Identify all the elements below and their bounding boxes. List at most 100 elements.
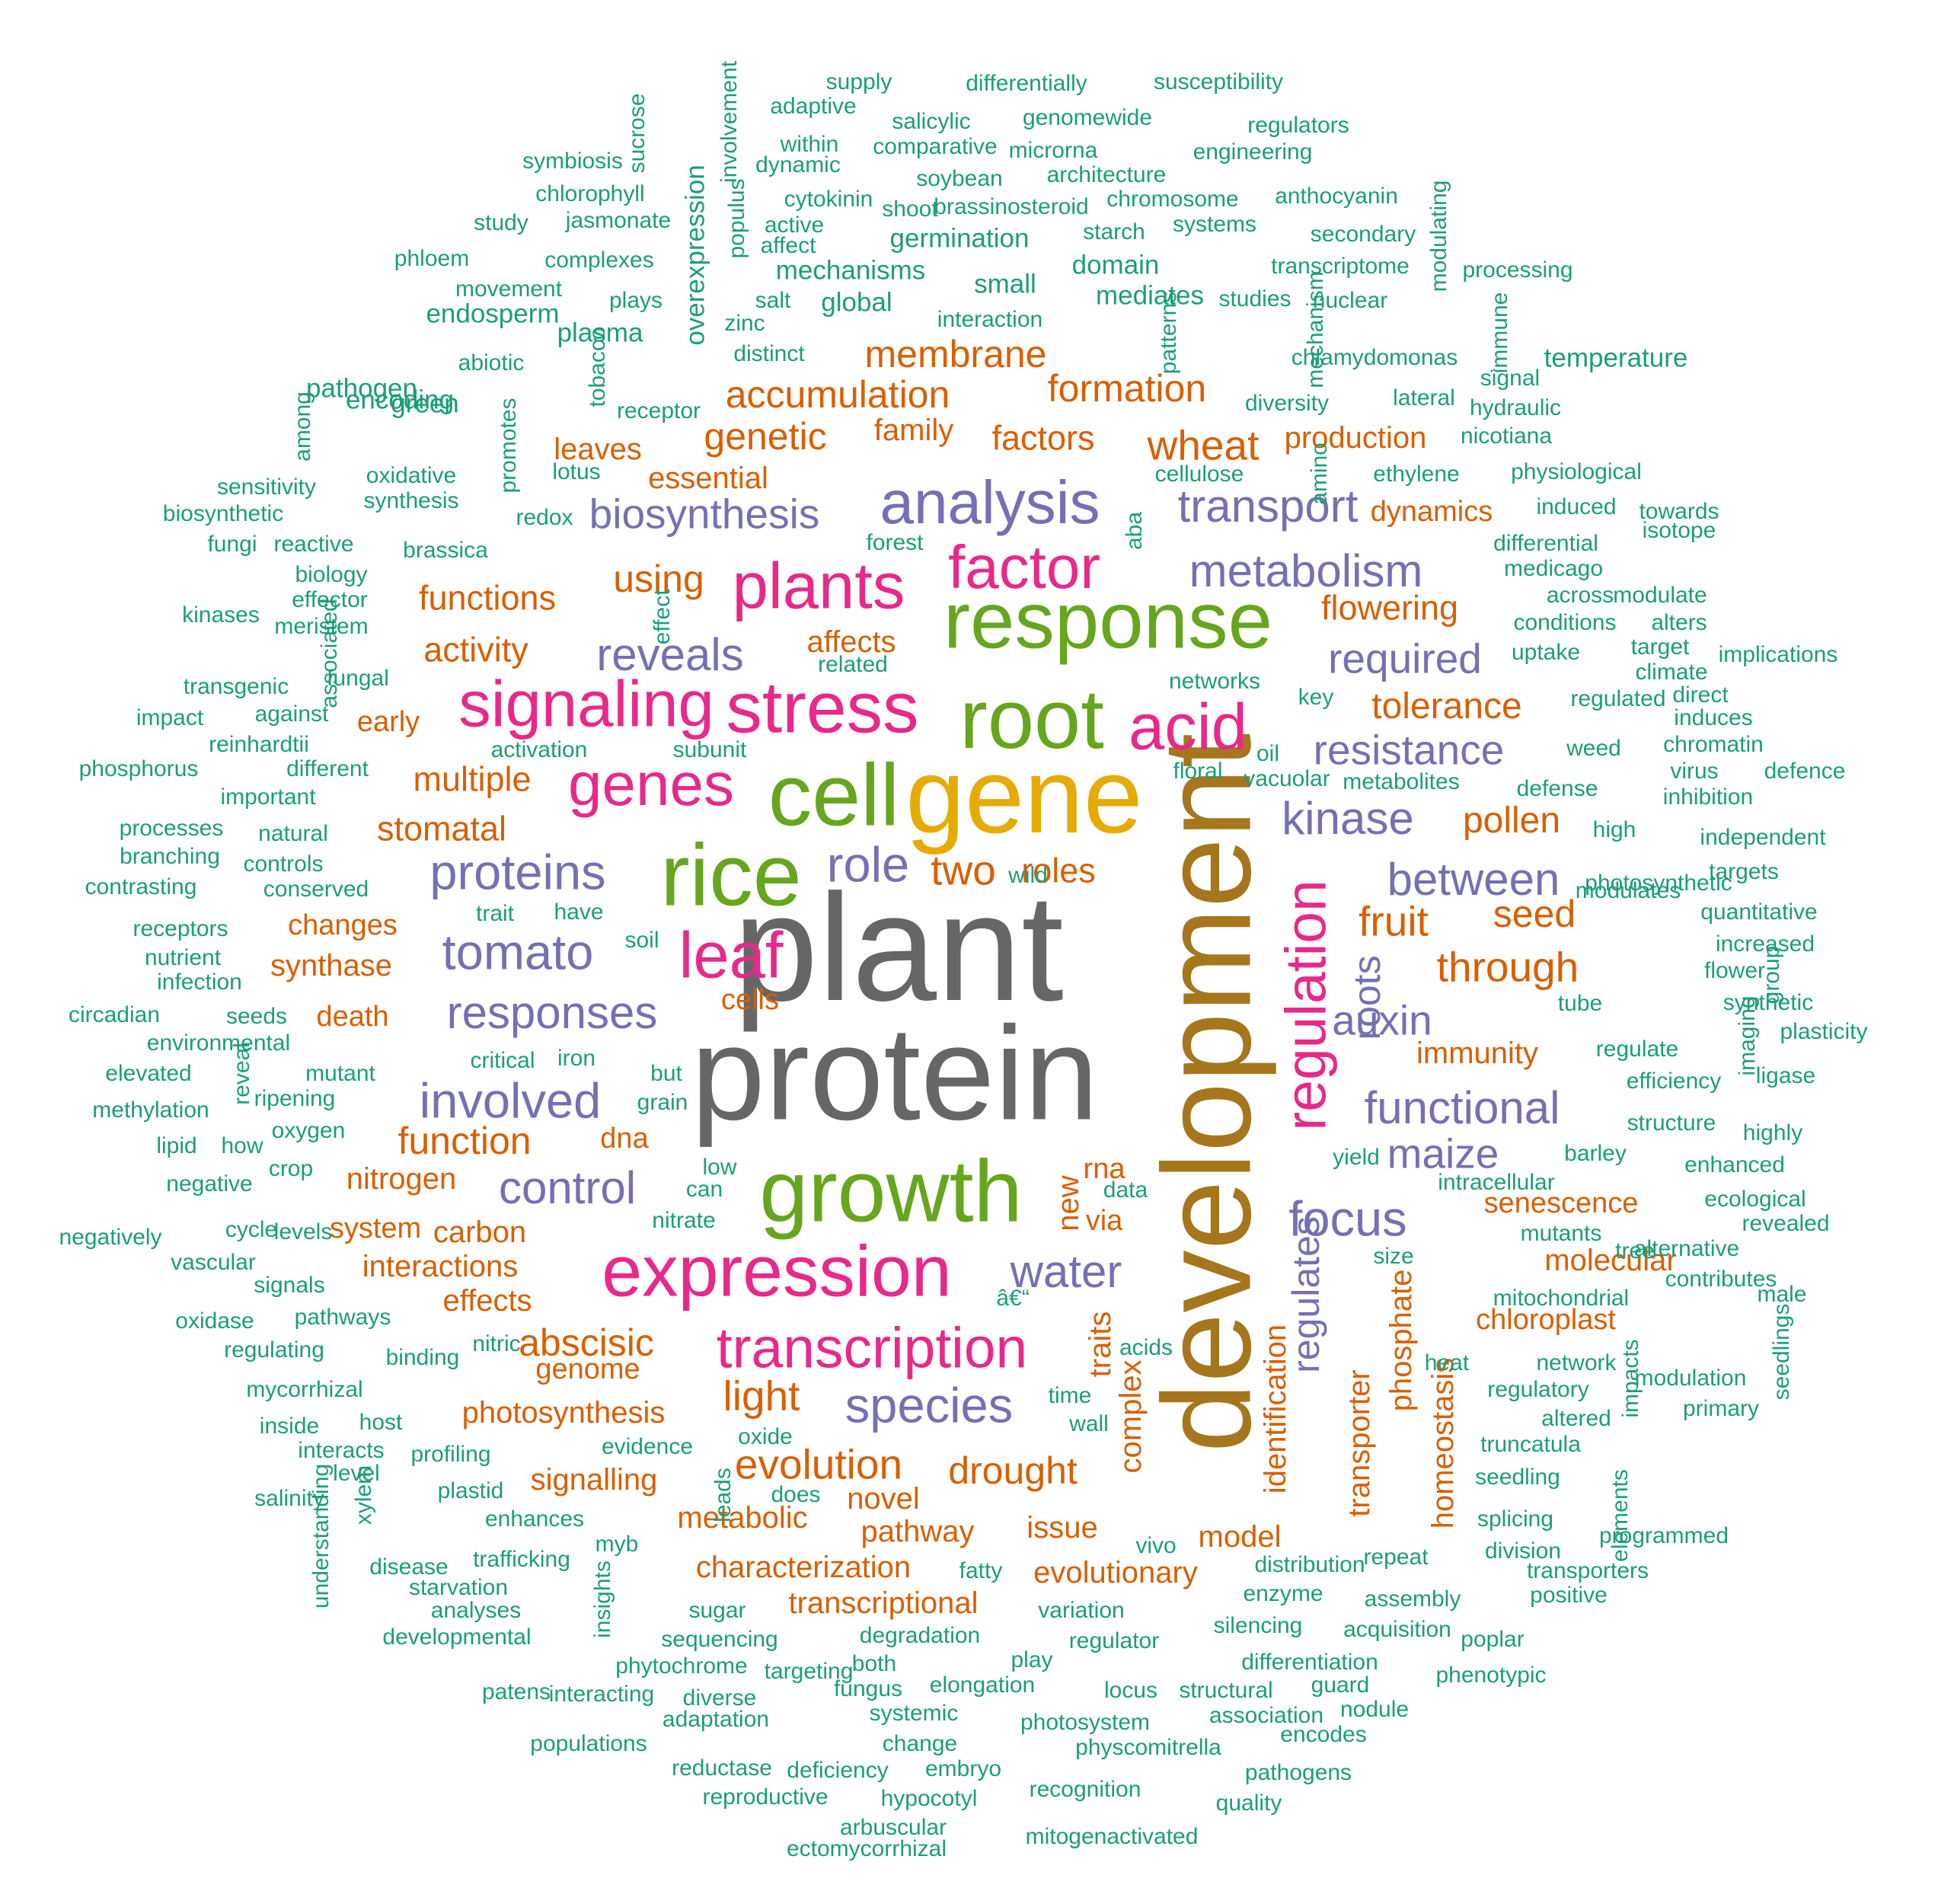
word-281: oxygen	[271, 1118, 346, 1143]
word-59: early	[356, 706, 420, 738]
word-370: play	[1011, 1647, 1053, 1672]
word-84: effects	[442, 1284, 532, 1318]
word-204: effect	[650, 589, 675, 645]
word-326: oxide	[738, 1424, 793, 1449]
word-260: seeds	[225, 1004, 288, 1029]
word-136: starch	[1083, 219, 1145, 244]
word-167: abiotic	[458, 350, 525, 375]
word-18: transcription	[716, 1315, 1028, 1380]
word-93: complex	[1114, 1359, 1148, 1474]
word-296: cycle	[225, 1217, 278, 1242]
word-130: shoot	[882, 196, 938, 222]
word-322: primary	[1682, 1396, 1760, 1421]
word-17: regulation	[1273, 880, 1338, 1131]
word-386: photosystem	[1020, 1710, 1151, 1735]
word-95: homeostasis	[1426, 1357, 1460, 1529]
word-254: soil	[624, 928, 659, 953]
word-375: interacting	[548, 1682, 655, 1707]
word-222: reinhardtii	[209, 732, 309, 757]
word-215: networks	[1168, 669, 1261, 694]
word-247: conserved	[263, 877, 369, 902]
word-371: differentiation	[1241, 1650, 1378, 1675]
word-36: control	[498, 1162, 637, 1213]
word-30: between	[1387, 854, 1560, 905]
word-240: high	[1592, 817, 1636, 842]
word-284: yield	[1333, 1145, 1380, 1170]
word-196: differential	[1493, 531, 1598, 556]
word-372: phytochrome	[615, 1653, 748, 1679]
word-205: conditions	[1513, 610, 1617, 635]
word-127: chromosome	[1106, 187, 1239, 212]
word-336: xylem	[351, 1465, 376, 1525]
word-61: stomatal	[376, 809, 507, 848]
word-174: lateral	[1393, 385, 1455, 411]
word-297: levels	[273, 1219, 333, 1244]
word-280: highly	[1742, 1120, 1803, 1145]
word-143: mechanisms	[775, 255, 926, 286]
word-89: chloroplast	[1476, 1304, 1616, 1336]
word-356: enzyme	[1243, 1581, 1323, 1606]
word-353: transporters	[1526, 1558, 1649, 1583]
word-290: can	[685, 1177, 723, 1202]
word-97: drought	[948, 1449, 1078, 1492]
word-271: reveal	[229, 1043, 254, 1105]
word-274: efficiency	[1626, 1069, 1722, 1094]
word-119: engineering	[1192, 139, 1313, 165]
word-214: transgenic	[183, 674, 289, 699]
word-325: time	[1048, 1383, 1092, 1408]
word-29: tomato	[442, 924, 594, 980]
word-190: isotope	[1642, 518, 1716, 543]
word-291: data	[1103, 1177, 1148, 1203]
word-23: reveals	[596, 629, 744, 680]
word-259: flower	[1703, 958, 1766, 983]
word-71: death	[316, 1001, 389, 1033]
word-402: ectomycorrhizal	[786, 1836, 947, 1861]
word-46: family	[873, 414, 954, 447]
word-60: multiple	[413, 759, 532, 799]
word-238: processes	[119, 816, 224, 841]
word-73: function	[397, 1120, 532, 1162]
word-111: involvement	[717, 60, 742, 184]
word-1: protein	[691, 999, 1099, 1148]
word-124: chlorophyll	[535, 181, 645, 206]
word-8: growth	[759, 1142, 1023, 1241]
word-181: amino	[1307, 442, 1332, 505]
word-312: nitric	[472, 1331, 521, 1356]
word-132: jasmonate	[565, 208, 672, 233]
word-355: insights	[590, 1561, 615, 1638]
word-301: alternative	[1633, 1236, 1740, 1261]
word-217: regulated	[1570, 686, 1666, 711]
word-343: splicing	[1477, 1506, 1554, 1532]
word-41: species	[844, 1377, 1014, 1433]
word-155: endosperm	[426, 299, 560, 329]
word-378: guard	[1311, 1672, 1370, 1698]
word-314: acids	[1119, 1335, 1173, 1360]
word-229: different	[286, 756, 369, 781]
word-21: transport	[1177, 481, 1359, 532]
word-109: susceptibility	[1153, 69, 1284, 94]
word-198: medicago	[1503, 556, 1604, 581]
word-241: independent	[1700, 825, 1826, 850]
word-363: sequencing	[661, 1627, 778, 1652]
word-294: nitrate	[652, 1208, 716, 1233]
word-232: metabolites	[1343, 769, 1460, 794]
word-35: functional	[1364, 1082, 1560, 1133]
word-69: through	[1436, 943, 1579, 991]
word-209: uptake	[1511, 640, 1581, 665]
word-373: both	[851, 1651, 897, 1676]
word-298: mutants	[1520, 1221, 1602, 1246]
word-339: seedling	[1475, 1465, 1560, 1490]
word-239: natural	[258, 821, 328, 846]
word-52: dynamics	[1370, 496, 1493, 528]
word-377: elongation	[929, 1672, 1036, 1698]
word-311: regulating	[224, 1337, 324, 1363]
word-45: genetic	[704, 415, 827, 458]
word-5: cell	[768, 746, 900, 845]
word-16: genes	[568, 750, 734, 818]
word-92: photosynthesis	[461, 1396, 666, 1430]
word-79: senescence	[1483, 1187, 1639, 1219]
word-266: plasticity	[1780, 1019, 1868, 1044]
word-275: ligase	[1755, 1063, 1816, 1088]
word-183: physiological	[1511, 459, 1642, 484]
word-103: model	[1198, 1520, 1282, 1554]
